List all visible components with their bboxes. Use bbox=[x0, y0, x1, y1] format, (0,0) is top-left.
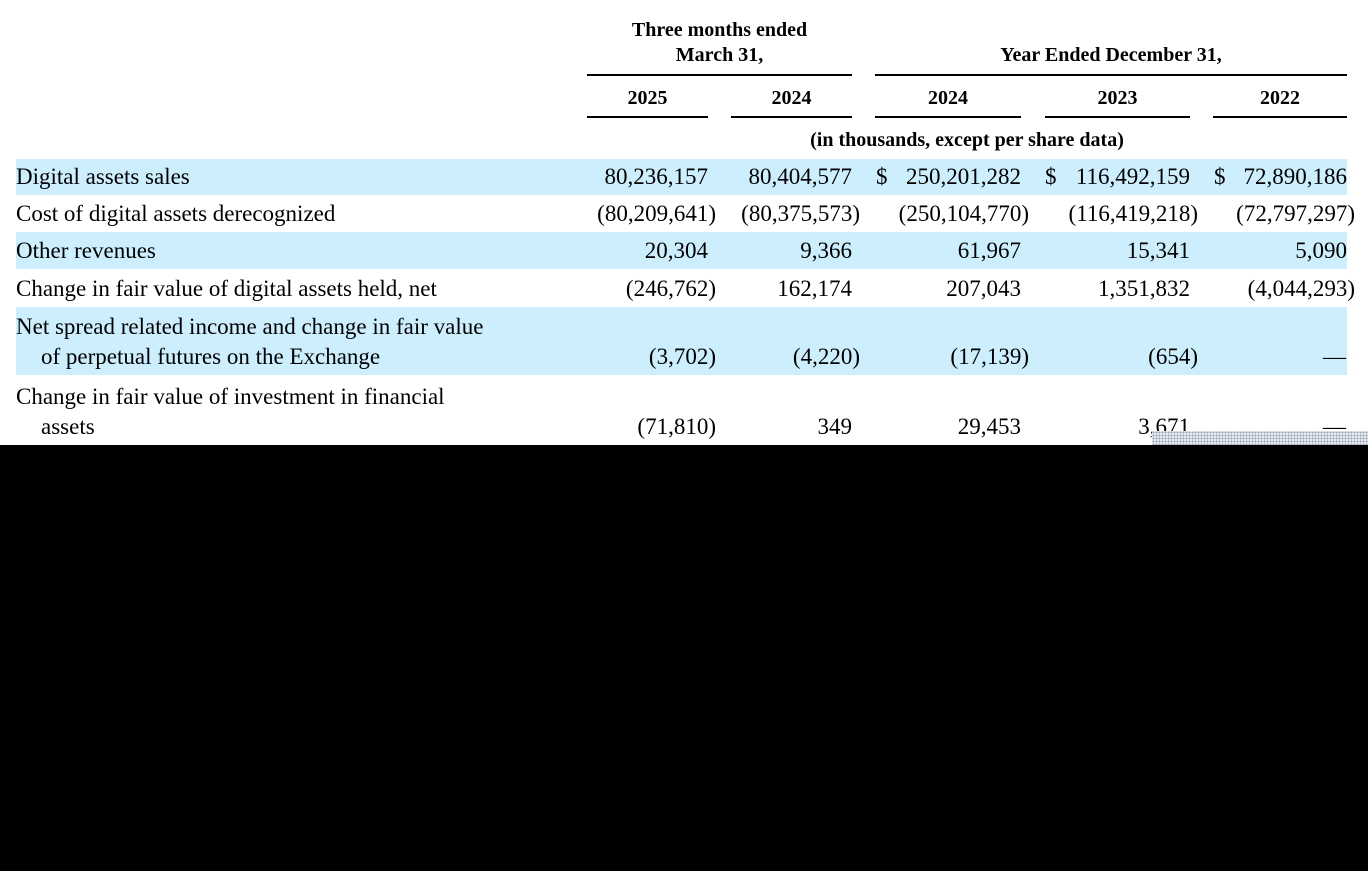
cell-value: (250,104,770) bbox=[898, 201, 1029, 226]
row-label: assets bbox=[41, 414, 95, 439]
financial-table: Three months ended March 31, Year Ended … bbox=[0, 0, 1368, 445]
cell-value: 5,090 bbox=[1295, 238, 1347, 263]
cell-value: (4,220) bbox=[792, 344, 860, 369]
row-label: Change in fair value of investment in fi… bbox=[16, 384, 445, 409]
row-shading bbox=[16, 159, 1347, 195]
header-three-months-line1: Three months ended bbox=[631, 19, 808, 41]
header-rule-year-ended bbox=[875, 74, 1347, 76]
cell-value: 116,492,159 bbox=[1075, 164, 1190, 189]
year-rule bbox=[1045, 116, 1190, 118]
row-shading bbox=[16, 232, 1347, 269]
units-note: (in thousands, except per share data) bbox=[810, 129, 1124, 151]
row-label: Digital assets sales bbox=[16, 164, 190, 189]
row-label: Cost of digital assets derecognized bbox=[16, 201, 336, 226]
cell-value: 80,404,577 bbox=[748, 164, 853, 189]
currency-symbol: $ bbox=[1214, 164, 1226, 189]
cell-value: 80,236,157 bbox=[604, 164, 709, 189]
cell-value: (17,139) bbox=[950, 344, 1029, 369]
cell-value: (246,762) bbox=[625, 276, 716, 301]
row-label: Change in fair value of digital assets h… bbox=[16, 276, 437, 301]
row-label: of perpetual futures on the Exchange bbox=[41, 344, 381, 369]
year-rule bbox=[1213, 116, 1347, 118]
cell-value: 61,967 bbox=[957, 238, 1021, 263]
row-shading bbox=[16, 307, 1347, 375]
cell-value: (80,209,641) bbox=[597, 201, 716, 226]
header-three-months-line2: March 31, bbox=[675, 44, 764, 66]
cell-value: (71,810) bbox=[637, 414, 716, 439]
year-rule bbox=[875, 116, 1021, 118]
cell-value: (654) bbox=[1148, 344, 1198, 369]
cell-value: — bbox=[1323, 344, 1346, 369]
cell-value: (72,797,297) bbox=[1236, 201, 1355, 226]
cell-value: 349 bbox=[817, 414, 853, 439]
cell-value: 20,304 bbox=[644, 238, 708, 263]
cell-value: 9,366 bbox=[800, 238, 852, 263]
cell-value: 29,453 bbox=[957, 414, 1021, 439]
year-header: 2022 bbox=[1260, 87, 1300, 109]
row-label: Net spread related income and change in … bbox=[16, 314, 484, 339]
year-header: 2023 bbox=[1097, 87, 1138, 109]
cell-value: (116,419,218) bbox=[1068, 201, 1198, 226]
cell-value: (4,044,293) bbox=[1247, 276, 1355, 301]
cell-value: 162,174 bbox=[777, 276, 852, 301]
cell-value: (80,375,573) bbox=[741, 201, 860, 226]
header-rule-three-months bbox=[587, 74, 852, 76]
cell-value: 15,341 bbox=[1126, 238, 1190, 263]
cell-value: 250,201,282 bbox=[906, 164, 1021, 189]
currency-symbol: $ bbox=[876, 164, 888, 189]
header-year-ended: Year Ended December 31, bbox=[1000, 44, 1222, 66]
cell-value: (3,702) bbox=[648, 344, 716, 369]
year-rule bbox=[731, 116, 852, 118]
dotted-overlay bbox=[1152, 431, 1368, 445]
row-label: Other revenues bbox=[16, 238, 156, 263]
year-header: 2024 bbox=[928, 87, 968, 109]
year-header: 2025 bbox=[627, 87, 668, 109]
year-header: 2024 bbox=[771, 87, 812, 109]
year-rule bbox=[587, 116, 708, 118]
cell-value: 72,890,186 bbox=[1243, 164, 1348, 189]
cell-value: 207,043 bbox=[946, 276, 1021, 301]
currency-symbol: $ bbox=[1045, 164, 1057, 189]
cell-value: 1,351,832 bbox=[1098, 276, 1190, 301]
